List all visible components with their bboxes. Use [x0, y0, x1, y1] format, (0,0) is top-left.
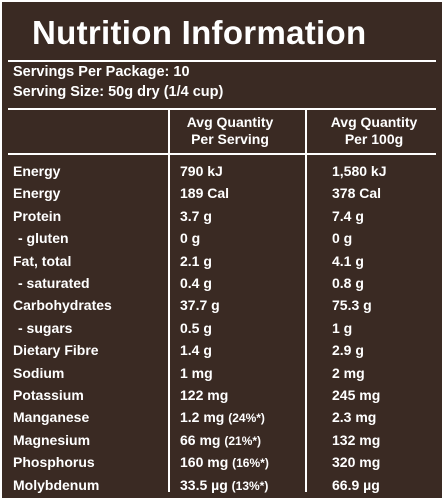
daily-intake-percent: (16%*) [232, 456, 269, 471]
per-serving-amount: 0.4 g [180, 275, 212, 291]
panel-title: Nutrition Information [32, 14, 367, 51]
nutrient-name: Carbohydrates [13, 297, 112, 314]
per-serving-value: 1.2 mg (24%*) [180, 406, 265, 429]
nutrient-name: - gluten [18, 230, 69, 247]
per-serving-amount: 2.1 g [180, 252, 212, 269]
per-100g-value: 7.4 g [332, 207, 364, 224]
column-header-line: Avg Quantity [330, 114, 418, 130]
per-100g-value: 2 mg [332, 364, 365, 381]
nutrient-name: Energy [13, 163, 61, 179]
per-serving-value: 0.5 g [180, 317, 212, 339]
per-serving-amount: 37.7 g [180, 297, 220, 314]
daily-intake-percent: (21%*) [224, 433, 262, 448]
per-serving-amount: 1.2 mg [180, 409, 225, 426]
nutrient-name: Magnesium [13, 431, 91, 448]
servings-per-package: Servings Per Package: 10 [13, 64, 190, 80]
per-serving-value: 0.4 g [180, 272, 212, 294]
divider [8, 60, 436, 62]
per-100g-value: 320 mg [332, 454, 381, 471]
per-serving-value: 37.7 g [180, 294, 220, 316]
per-100g-value: 1,580 kJ [332, 163, 387, 179]
table-row: - sugars 0.5 g 1 g [2, 317, 442, 339]
table-row: Carbohydrates 37.7 g 75.3 g [2, 294, 442, 316]
per-serving-amount: 1.4 g [180, 342, 212, 359]
nutrient-name: - saturated [18, 275, 90, 291]
per-100g-value: 378 Cal [332, 185, 382, 202]
nutrient-name: Sodium [13, 364, 65, 381]
per-100g-value: 1 g [332, 319, 353, 336]
per-100g-value: 132 mg [332, 431, 381, 448]
table-row: Manganese 1.2 mg (24%*) 2.3 mg [2, 406, 442, 428]
nutrient-name: Potassium [13, 387, 84, 403]
table-row: Magnesium 66 mg (21%*) 132 mg [2, 429, 442, 451]
per-serving-amount: 3.7 g [180, 207, 212, 224]
table-row: Molybdenum 33.5 µg (13%*) 66.9 µg [2, 474, 442, 496]
per-serving-amount: 1 mg [180, 364, 213, 381]
table-row: Potassium 122 mg 245 mg [2, 384, 442, 406]
per-serving-value: 790 kJ [180, 160, 223, 182]
per-serving-value: 0 g [180, 227, 200, 249]
per-serving-value: 160 mg (16%*) [180, 451, 269, 474]
per-serving-value: 2.1 g [180, 250, 212, 272]
table-row: - gluten 0 g 0 g [2, 227, 442, 249]
per-serving-value: 189 Cal [180, 182, 229, 204]
per-100g-value: 2.3 mg [332, 409, 377, 426]
per-serving-value: 66 mg (21%*) [180, 429, 261, 452]
nutrient-name: - sugars [18, 319, 73, 336]
serving-size: Serving Size: 50g dry (1/4 cup) [13, 84, 224, 100]
table-row: Sodium 1 mg 2 mg [2, 362, 442, 384]
per-100g-value: 2.9 g [332, 342, 364, 359]
nutrient-name: Molybdenum [13, 476, 100, 493]
per-serving-value: 122 mg [180, 384, 228, 406]
table-row: Protein 3.7 g 7.4 g [2, 205, 442, 227]
per-100g-value: 75.3 g [332, 297, 372, 314]
per-100g-value: 0.8 g [332, 275, 364, 291]
nutrient-name: Energy [13, 185, 61, 202]
nutrient-name: Dietary Fibre [13, 342, 99, 359]
per-serving-amount: 160 mg [180, 454, 229, 471]
nutrient-name: Fat, total [13, 252, 72, 269]
per-serving-value: 1 mg [180, 362, 213, 384]
column-header-line: Per 100g [344, 131, 404, 147]
nutrient-name: Protein [13, 207, 62, 224]
per-100g-value: 245 mg [332, 387, 381, 403]
per-100g-value: 0 g [332, 230, 353, 247]
table-row: Dietary Fibre 1.4 g 2.9 g [2, 339, 442, 361]
per-serving-amount: 0.5 g [180, 319, 212, 336]
per-serving-value: 33.5 µg (13%*) [180, 474, 268, 497]
column-header-per-serving: Avg Quantity Per Serving [168, 114, 292, 148]
column-divider [168, 108, 170, 492]
table-row: Energy 189 Cal 378 Cal [2, 182, 442, 204]
daily-intake-percent: (24%*) [228, 411, 265, 426]
per-serving-amount: 189 Cal [180, 185, 230, 202]
nutrient-name: Manganese [13, 409, 90, 426]
column-divider [305, 108, 307, 492]
column-header-per-100g: Avg Quantity Per 100g [312, 114, 436, 148]
table-row: - saturated 0.4 g 0.8 g [2, 272, 442, 294]
daily-intake-percent: (13%*) [231, 478, 269, 493]
per-serving-amount: 0 g [180, 230, 201, 247]
per-serving-amount: 66 mg [180, 431, 221, 448]
divider [8, 153, 436, 155]
per-serving-amount: 790 kJ [180, 163, 223, 179]
column-header-line: Per Serving [191, 131, 269, 147]
per-100g-value: 4.1 g [332, 252, 364, 269]
divider [8, 108, 436, 110]
table-row: Phosphorus 160 mg (16%*) 320 mg [2, 451, 442, 473]
per-serving-value: 3.7 g [180, 205, 212, 227]
column-header-line: Avg Quantity [186, 114, 274, 130]
table-row: Fat, total 2.1 g 4.1 g [2, 250, 442, 272]
nutrient-name: Phosphorus [13, 454, 95, 471]
per-100g-value: 66.9 µg [332, 476, 380, 493]
per-serving-amount: 122 mg [180, 387, 229, 403]
table-row: Energy 790 kJ 1,580 kJ [2, 160, 442, 182]
per-serving-value: 1.4 g [180, 339, 212, 361]
per-serving-amount: 33.5 µg [180, 476, 228, 493]
